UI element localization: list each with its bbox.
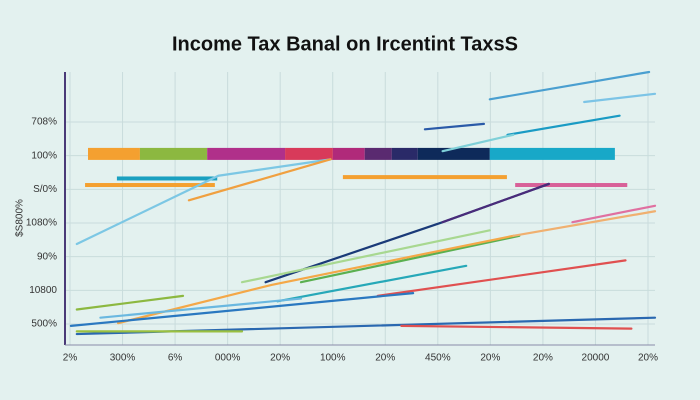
x-tick-label: 6% <box>168 353 183 364</box>
line <box>187 158 332 202</box>
y-tick-label: 708% <box>31 117 57 128</box>
line <box>69 292 415 327</box>
bar <box>116 176 218 181</box>
bar <box>285 147 333 160</box>
bar <box>332 147 365 160</box>
line <box>240 229 491 284</box>
x-tick-label: 300% <box>110 353 136 364</box>
line <box>376 259 627 297</box>
bar <box>391 147 418 160</box>
line <box>99 297 303 319</box>
bar <box>342 175 507 180</box>
bar <box>139 147 208 160</box>
line <box>75 158 332 246</box>
line <box>441 182 550 224</box>
line <box>75 294 185 311</box>
y-tick-label: 1080% <box>26 218 57 229</box>
bar <box>489 147 615 160</box>
y-tick-label: 10800 <box>29 285 57 296</box>
y-axis-label: $S800% <box>15 199 26 237</box>
line <box>583 92 657 104</box>
bar <box>515 183 628 188</box>
bar <box>417 147 490 160</box>
x-tick-label: 20% <box>270 353 290 364</box>
line <box>571 204 657 224</box>
y-tick-label: 500% <box>31 319 57 330</box>
x-tick-label: 2% <box>63 353 78 364</box>
x-tick-label: 20% <box>480 353 500 364</box>
bar <box>85 183 215 188</box>
line <box>400 324 633 330</box>
line <box>441 133 515 153</box>
line <box>299 234 521 284</box>
y-tick-label: S/0% <box>33 184 57 195</box>
bar <box>207 147 286 160</box>
line <box>488 70 651 101</box>
x-tick-label: 100% <box>320 353 346 364</box>
line <box>276 264 468 303</box>
bar <box>88 147 140 160</box>
y-tick-label: 90% <box>37 251 57 262</box>
y-tick-label: 100% <box>31 150 57 161</box>
line <box>512 210 657 237</box>
x-tick-label: 000% <box>215 353 241 364</box>
x-tick-label: 20000 <box>582 353 610 364</box>
x-tick-label: 450% <box>425 353 451 364</box>
x-tick-label: 20% <box>375 353 395 364</box>
x-tick-label: 20% <box>533 353 553 364</box>
line <box>506 114 621 136</box>
line <box>423 122 485 131</box>
bar <box>364 147 392 160</box>
x-tick-label: 20% <box>638 353 658 364</box>
chart-title: Income Tax Banal on Ircentint TaxsS <box>172 33 518 55</box>
